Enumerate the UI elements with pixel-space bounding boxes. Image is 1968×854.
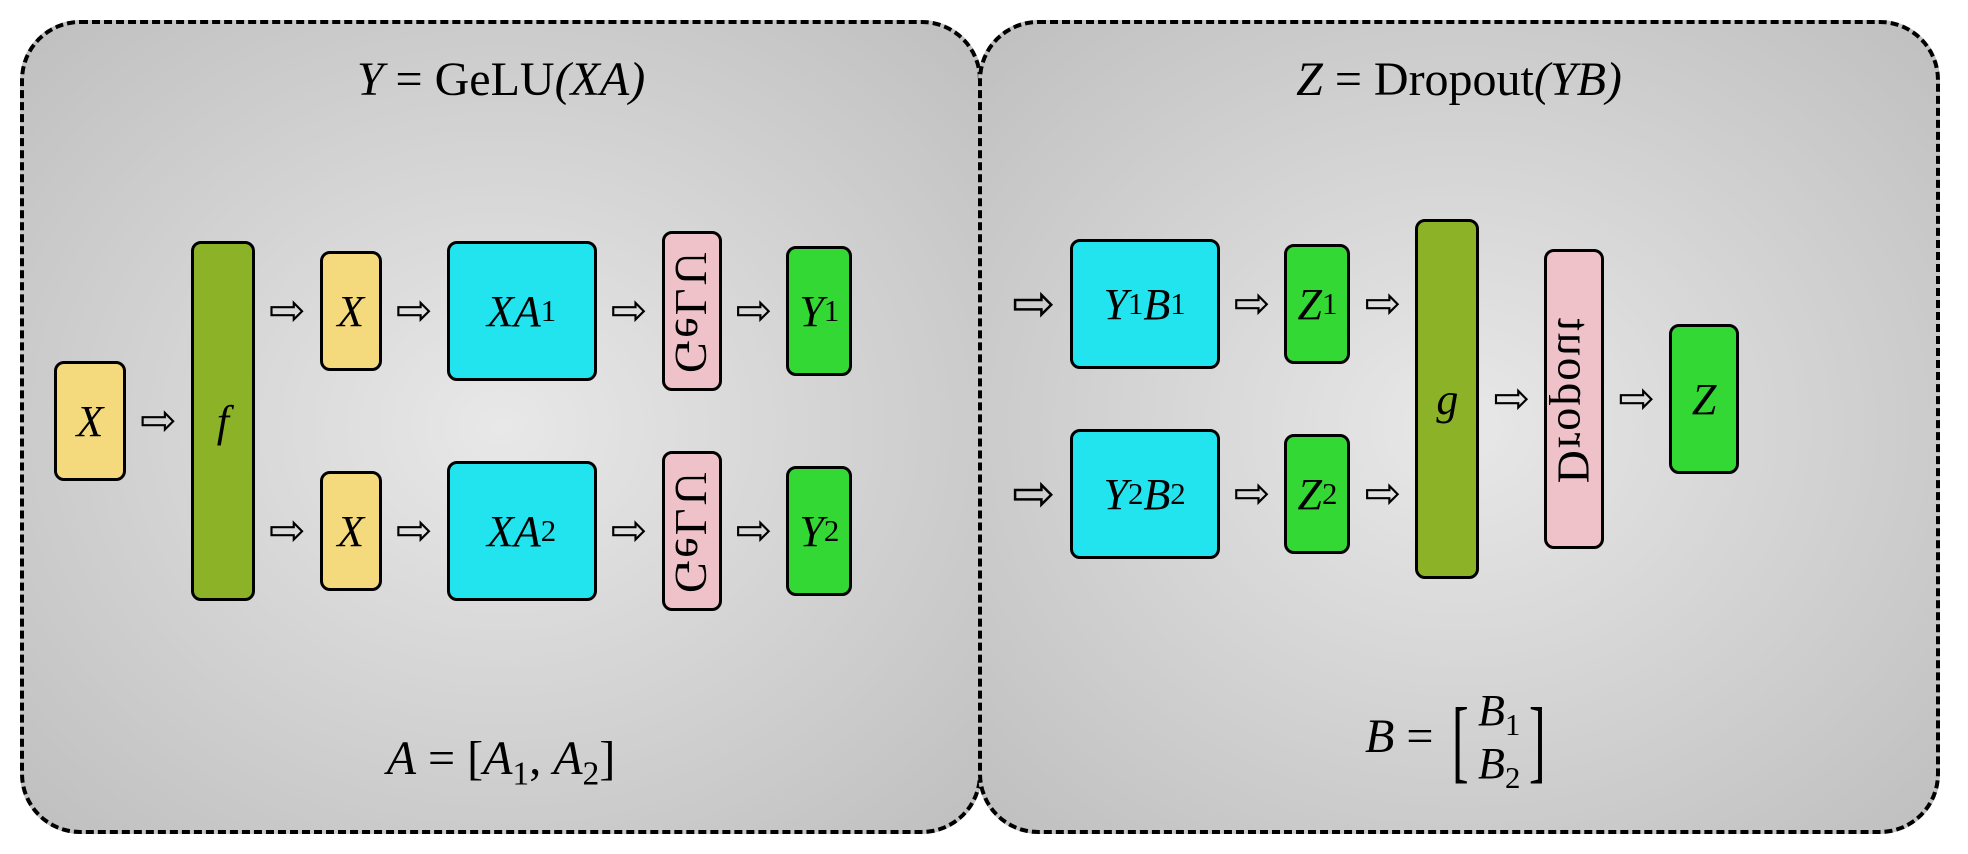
y2b2-node: Y2B2 [1070,429,1220,559]
arrow: ⇨ [396,289,433,333]
left-bracket-icon: [ [1452,704,1469,778]
arrow: ⇨ [1364,282,1401,326]
z1-node: Z1 [1284,244,1350,364]
right-top-formula: Z = Dropout(YB) [1012,44,1906,111]
left-panel-gelu: Y = GeLU(XA) X ⇨ f ⇨ X ⇨ [20,20,982,834]
arrow: ⇨ [140,399,177,443]
left-parallel-branches: ⇨ X ⇨ XA1 ⇨ GeLU ⇨ Y1 [269,231,853,611]
left-top-formula: Y = GeLU(XA) [54,44,948,111]
right-branch-1: ⇨ Y1B1 ⇨ Z1 ⇨ [1012,239,1401,369]
left-flow-area: X ⇨ f ⇨ X ⇨ XA1 ⇨ [54,111,948,731]
y1-node: Y1 [786,246,852,376]
xa2-node: XA2 [447,461,597,601]
arrow: ⇨ [1493,377,1530,421]
arrow: ⇨ [736,289,773,333]
g-gather-node: g [1415,219,1479,579]
z-output-node: Z [1669,324,1739,474]
right-bracket-icon: ] [1529,704,1546,778]
b-matrix: [ B1 B2 ] [1445,688,1553,794]
left-branch-2: ⇨ X ⇨ XA2 ⇨ GeLU ⇨ Y2 [269,451,853,611]
arrow: ⇨ [1012,468,1056,520]
x-input-node: X [54,361,126,481]
xa1-node: XA1 [447,241,597,381]
x-copy-1: X [320,251,382,371]
arrow: ⇨ [396,509,433,553]
f-scatter-node: f [191,241,255,601]
arrow: ⇨ [1234,282,1271,326]
tensor-parallel-diagram: Y = GeLU(XA) X ⇨ f ⇨ X ⇨ [20,20,1940,834]
dropout-node: Dropout [1544,249,1604,549]
y2-node: Y2 [786,466,852,596]
gelu-1: GeLU [662,231,722,391]
arrow: ⇨ [1364,472,1401,516]
left-branch-1: ⇨ X ⇨ XA1 ⇨ GeLU ⇨ Y1 [269,231,853,391]
arrow: ⇨ [1618,377,1655,421]
right-bottom-formula: B = [ B1 B2 ] [1012,688,1906,810]
arrow: ⇨ [1012,278,1056,330]
right-panel-dropout: Z = Dropout(YB) ⇨ Y1B1 ⇨ Z1 ⇨ [978,20,1940,834]
right-branch-2: ⇨ Y2B2 ⇨ Z2 ⇨ [1012,429,1401,559]
arrow: ⇨ [736,509,773,553]
x-copy-2: X [320,471,382,591]
arrow: ⇨ [611,289,648,333]
y1b1-node: Y1B1 [1070,239,1220,369]
left-bottom-formula: A = [A1, A2] [54,731,948,810]
arrow: ⇨ [269,289,306,333]
arrow: ⇨ [611,509,648,553]
right-parallel-branches: ⇨ Y1B1 ⇨ Z1 ⇨ ⇨ Y2B2 ⇨ [1012,239,1401,559]
z2-node: Z2 [1284,434,1350,554]
right-flow-area: ⇨ Y1B1 ⇨ Z1 ⇨ ⇨ Y2B2 ⇨ [1012,111,1906,688]
arrow: ⇨ [269,509,306,553]
gelu-2: GeLU [662,451,722,611]
arrow: ⇨ [1234,472,1271,516]
